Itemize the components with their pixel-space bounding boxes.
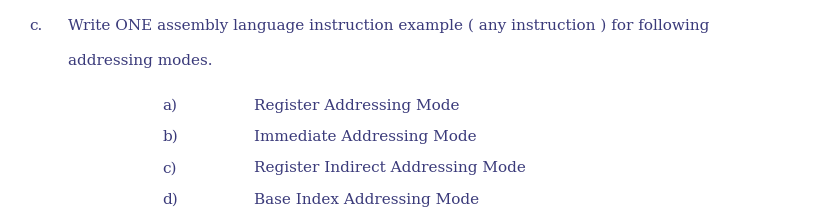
Text: b): b) <box>162 130 178 144</box>
Text: Register Addressing Mode: Register Addressing Mode <box>254 99 459 113</box>
Text: a): a) <box>162 99 177 113</box>
Text: Register Indirect Addressing Mode: Register Indirect Addressing Mode <box>254 161 526 175</box>
Text: c.: c. <box>29 19 42 33</box>
Text: Base Index Addressing Mode: Base Index Addressing Mode <box>254 193 479 207</box>
Text: c): c) <box>162 161 176 175</box>
Text: d): d) <box>162 193 178 207</box>
Text: Immediate Addressing Mode: Immediate Addressing Mode <box>254 130 477 144</box>
Text: Write ONE assembly language instruction example ( any instruction ) for followin: Write ONE assembly language instruction … <box>68 19 710 33</box>
Text: addressing modes.: addressing modes. <box>68 54 213 68</box>
